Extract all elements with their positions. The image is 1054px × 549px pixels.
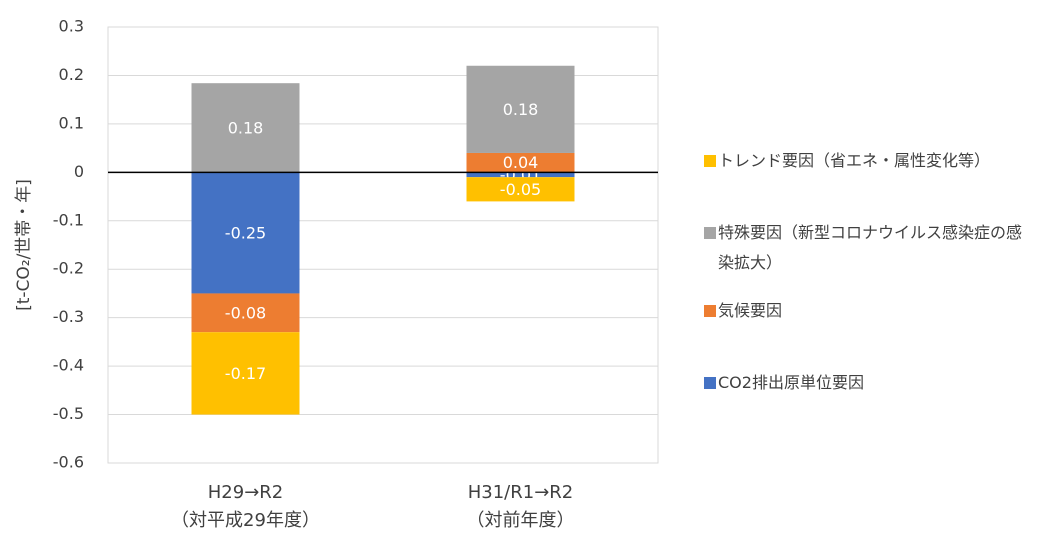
legend-label: トレンド要因（省エネ・属性変化等） bbox=[718, 151, 991, 170]
y-tick-label: -0.6 bbox=[53, 453, 84, 472]
data-label: 0.04 bbox=[503, 153, 539, 172]
data-label: 0.18 bbox=[228, 118, 264, 137]
bar-segment bbox=[466, 172, 575, 178]
y-axis-label: [t-CO₂/世帯・年] bbox=[14, 179, 34, 311]
y-tick-label: 0.2 bbox=[59, 65, 84, 84]
y-tick-label: -0.3 bbox=[53, 307, 84, 326]
y-tick-label: 0.1 bbox=[59, 113, 84, 132]
x-tick-label: H31/R1→R2 （対前年度） bbox=[466, 482, 575, 531]
y-tick-label: -0.2 bbox=[53, 259, 84, 278]
plot-frame bbox=[107, 26, 659, 464]
data-label: -0.25 bbox=[225, 223, 266, 242]
bar-segment bbox=[191, 172, 300, 294]
legend-label: CO2排出原単位要因 bbox=[718, 373, 864, 392]
y-tick-label: 0 bbox=[74, 162, 84, 181]
legend-swatch bbox=[704, 227, 716, 239]
legend-swatch bbox=[704, 377, 716, 389]
data-label: -0.08 bbox=[225, 303, 266, 322]
data-label: -0.05 bbox=[500, 180, 541, 199]
legend-label: 気候要因 bbox=[718, 301, 783, 320]
bar-segment bbox=[191, 293, 300, 333]
bar-segment bbox=[191, 332, 300, 415]
bar-segment bbox=[466, 177, 575, 202]
bar-segment bbox=[466, 65, 575, 153]
y-tick-label: -0.5 bbox=[53, 404, 84, 423]
y-tick-label: -0.4 bbox=[53, 356, 84, 375]
bar-segment bbox=[191, 83, 300, 173]
legend-swatch bbox=[704, 155, 716, 167]
legend-label: 特殊要因（新型コロナウイルス感染症の感染拡大） bbox=[718, 223, 1023, 272]
bar-segment bbox=[466, 152, 575, 173]
legend-swatch bbox=[704, 305, 716, 317]
data-label: -0.17 bbox=[225, 364, 266, 383]
data-label: 0.18 bbox=[503, 100, 539, 119]
y-tick-label: -0.1 bbox=[53, 210, 84, 229]
x-tick-label: H29→R2 （対平成29年度） bbox=[171, 482, 320, 531]
y-tick-label: 0.3 bbox=[59, 17, 84, 36]
